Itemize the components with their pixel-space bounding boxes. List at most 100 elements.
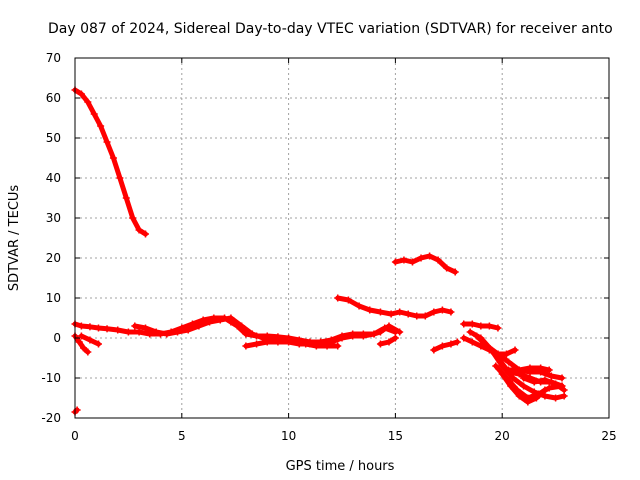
data-point [552,394,560,402]
data-point [434,256,442,264]
data-point [370,330,378,338]
data-point [520,374,528,382]
data-point [430,308,438,316]
x-tick-label: 25 [601,429,616,443]
data-point [344,296,352,304]
series-line [72,87,148,237]
data-point [366,306,374,314]
data-point [443,264,451,272]
data-point [541,386,549,394]
y-tick-label: -20 [41,411,61,425]
series-pass-e [77,332,102,348]
data-point [334,294,342,302]
data-point [376,340,384,348]
data-point [502,350,510,358]
data-point [505,366,513,374]
y-tick-label: 60 [46,91,61,105]
series-pass-j [391,252,459,276]
data-point [124,328,132,336]
data-point [77,90,85,98]
data-point [253,340,261,348]
data-point [492,362,500,370]
data-point [477,342,485,350]
data-point [460,334,468,342]
data-point [451,268,459,276]
data-point [338,334,346,342]
data-point [396,308,404,316]
data-point [438,342,446,350]
y-tick-label: 0 [53,331,61,345]
data-point [135,328,143,336]
data-point [109,154,117,162]
data-point [84,98,92,106]
data-point [263,338,271,346]
y-tick-label: 70 [46,51,61,65]
data-point [477,322,485,330]
series-pass-g [242,322,404,350]
data-point [391,258,399,266]
data-point [447,340,455,348]
series-pass-s [505,364,553,374]
data-point [460,320,468,328]
data-point [116,174,124,182]
data-point [90,110,98,118]
data-point [524,398,532,406]
data-point [77,322,85,330]
data-point [349,332,357,340]
data-point [545,366,553,374]
data-point [485,322,493,330]
data-point [515,366,523,374]
series-pass-i [376,334,399,348]
data-point [195,322,203,330]
data-point [468,338,476,346]
data-point [248,330,256,338]
data-point [274,338,282,346]
data-point [466,328,474,336]
series-pass-h [334,294,455,320]
y-tick-label: -10 [41,371,61,385]
data-point [515,392,523,400]
x-axis-label: GPS time / hours [286,459,395,474]
data-point [122,194,130,202]
data-point [545,384,553,392]
data-point [498,370,506,378]
data-point [421,312,429,320]
data-point [494,350,502,358]
data-point [285,338,293,346]
y-tick-label: 50 [46,131,61,145]
y-tick-label: 40 [46,171,61,185]
data-point [114,326,122,334]
data-point [509,374,517,382]
data-point [408,258,416,266]
series-pass-l [460,320,502,332]
y-tick-label: 30 [46,211,61,225]
data-point [103,325,111,333]
data-point [387,310,395,318]
data-point [438,306,446,314]
series-pass-r [498,370,549,406]
data-point [413,312,421,320]
data-point [94,340,102,348]
x-tick-label: 5 [178,429,186,443]
data-point [216,316,224,324]
series-line [243,323,403,349]
data-point [206,318,214,326]
x-tick-label: 10 [281,429,296,443]
data-point [453,338,461,346]
series-line [499,371,548,405]
data-point [75,338,83,346]
chart-title: Day 087 of 2024, Sidereal Day-to-day VTE… [48,21,613,37]
data-point [163,330,171,338]
data-point [97,122,105,130]
data-point [135,226,143,234]
data-series [71,86,568,416]
data-point [86,323,94,331]
data-point [152,328,160,336]
data-point [430,346,438,354]
data-point [537,364,545,372]
data-point [94,324,102,332]
x-tick-label: 20 [495,429,510,443]
data-point [547,372,555,380]
data-point [541,376,549,384]
data-point [520,382,528,390]
